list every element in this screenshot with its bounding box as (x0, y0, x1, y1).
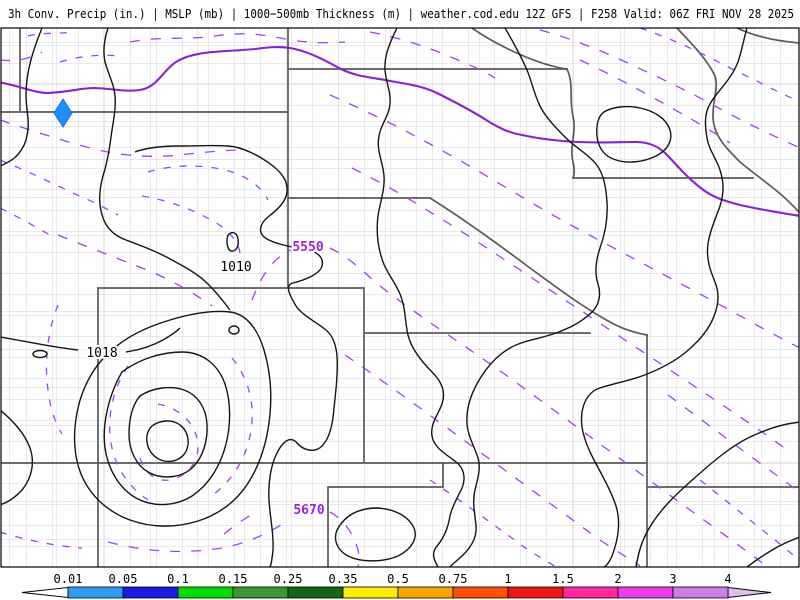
mslp-closed-high-contour (596, 105, 672, 163)
thickness-label-5550: 5550 (292, 240, 323, 255)
river-borders (428, 28, 799, 336)
colorbar-segment (397, 586, 454, 599)
mslp-contours (1, 28, 799, 567)
contour-labels: 5550 5670 1010 1018 (84, 238, 326, 520)
colorbar-segment (67, 586, 124, 599)
mslp-label-1010: 1010 (220, 260, 251, 275)
county-grid (1, 28, 799, 567)
colorbar-segment (452, 586, 509, 599)
colorbar-segment (562, 586, 619, 599)
colorbar-left-arrow (21, 586, 69, 599)
colorbar-tick-label: 2 (614, 572, 621, 586)
colorbar-segment (177, 586, 234, 599)
state-borders (1, 28, 799, 567)
colorbar-right-arrow (727, 586, 772, 599)
colorbar-tick-label: 4 (724, 572, 731, 586)
colorbar-segment (672, 586, 729, 599)
thickness-contour-solid (1, 46, 799, 217)
colorbar-tick-label: 0.05 (109, 572, 138, 586)
mslp-label-1018: 1018 (86, 346, 117, 361)
colorbar-segment (507, 586, 564, 599)
colorbar-tick-label: 1.5 (552, 572, 574, 586)
map-border (0, 27, 800, 568)
colorbar-segment (342, 586, 399, 599)
thickness-contours-dashed (1, 28, 799, 567)
precip-colorbar: 0.01 0.05 0.1 0.15 0.25 0.35 0.5 0.75 1 1.5 2 3 4 (21, 572, 772, 599)
colorbar-segment (122, 586, 179, 599)
colorbar-tick-label: 0.25 (274, 572, 303, 586)
chart-title: 3h Conv. Precip (in.) | MSLP (mb) | 1000… (8, 6, 794, 21)
colorbar-tick-label: 0.15 (219, 572, 248, 586)
colorbar-segment (287, 586, 344, 599)
colorbar-tick-label: 1 (504, 572, 511, 586)
colorbar-tick-label: 0.35 (329, 572, 358, 586)
colorbar-segment (232, 586, 289, 599)
colorbar-tick-label: 0.1 (167, 572, 189, 586)
thickness-label-5670: 5670 (293, 503, 324, 518)
colorbar-tick-label: 3 (669, 572, 676, 586)
colorbar-segment (617, 586, 674, 599)
mslp-tiny-closed-contour (226, 231, 239, 252)
colorbar-tick-label: 0.01 (54, 572, 83, 586)
thickness-line-5670 (223, 511, 360, 567)
colorbar-tick-label: 0.5 (387, 572, 409, 586)
mslp-1018-contour (1, 327, 181, 353)
colorbar-tick-label: 0.75 (439, 572, 468, 586)
precip-diamond-marker (53, 98, 73, 128)
